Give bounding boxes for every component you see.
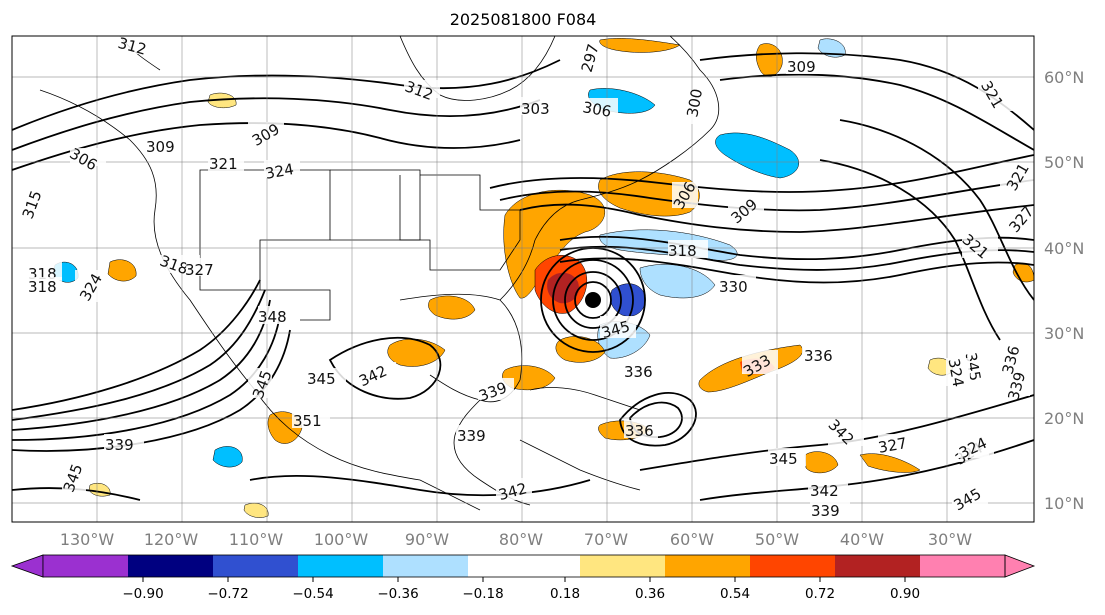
contour-label: 300	[683, 87, 706, 118]
lon-label: 120°W	[144, 530, 199, 549]
contour-label: 348	[258, 308, 287, 326]
colorbar-tick-label: 0.54	[720, 586, 750, 602]
longitude-labels: 130°W 120°W 110°W 100°W 90°W 80°W 70°W 6…	[60, 530, 972, 549]
colorbar-swatch	[128, 555, 213, 577]
contour-label: 321	[209, 155, 238, 173]
colorbar-swatch	[383, 555, 468, 577]
colorbar-swatch	[43, 555, 128, 577]
colorbar-tick-label: 0.72	[805, 586, 835, 602]
lat-label: 60°N	[1044, 68, 1084, 87]
contour-label: 312	[116, 34, 148, 59]
contour-label: 318	[668, 242, 697, 260]
contour-label: 309	[787, 58, 816, 76]
contour-label: 336	[624, 363, 653, 381]
contour-label: 342	[810, 482, 839, 500]
contour-label: 339	[105, 436, 134, 454]
contour-label: 324	[945, 357, 968, 388]
colorbar-swatch	[750, 555, 835, 577]
colorbar-ticks	[142, 577, 906, 582]
lat-label: 10°N	[1044, 494, 1084, 513]
colorbar-outline	[42, 554, 1006, 578]
contour-label: 330	[719, 278, 748, 296]
lat-label: 50°N	[1044, 153, 1084, 172]
colorbar-extend-low	[10, 554, 44, 578]
contour-label: 345	[769, 450, 798, 468]
contour-label: 351	[293, 412, 322, 430]
colorbar: −0.90 −0.72 −0.54 −0.36 −0.18 0.18 0.36 …	[10, 554, 1036, 602]
contour-label: 339	[811, 502, 840, 520]
colorbar-tick-label: 0.36	[635, 586, 665, 602]
contour-label: 318	[28, 278, 57, 296]
colorbar-tick-label: −0.72	[207, 586, 248, 602]
lon-label: 110°W	[229, 530, 284, 549]
colorbar-swatch	[213, 555, 298, 577]
lon-label: 50°W	[755, 530, 799, 549]
contour-label: 327	[877, 434, 908, 457]
colorbar-tick-label: 0.90	[890, 586, 920, 602]
lon-label: 130°W	[60, 530, 115, 549]
colorbar-swatch	[468, 555, 580, 577]
colorbar-swatch	[580, 555, 665, 577]
lon-label: 30°W	[928, 530, 972, 549]
contour-label: 306	[581, 98, 612, 121]
colorbar-swatch	[920, 555, 1005, 577]
colorbar-tick-label: 0.18	[550, 586, 580, 602]
contour-label: 303	[521, 100, 550, 118]
colorbar-tick-label: −0.18	[462, 586, 503, 602]
colorbar-tick-label: −0.54	[292, 586, 333, 602]
colorbar-tick-label: −0.90	[122, 586, 163, 602]
contour-label-group: 312 312 309 309 306 303 306 300 309 297	[19, 34, 1034, 520]
lon-label: 90°W	[405, 530, 449, 549]
colorbar-swatch	[835, 555, 920, 577]
map-panel: 312 312 309 309 306 303 306 300 309 297	[11, 34, 1035, 523]
latitude-labels: 60°N 50°N 40°N 30°N 20°N 10°N	[1044, 68, 1084, 513]
lat-label: 30°N	[1044, 324, 1084, 343]
lon-label: 40°W	[840, 530, 884, 549]
colorbar-extend-high	[1004, 554, 1036, 578]
colorbar-swatch	[665, 555, 750, 577]
coastlines	[39, 36, 719, 511]
contour-label: 309	[146, 138, 175, 156]
lon-label: 70°W	[584, 530, 628, 549]
colorbar-swatch	[298, 555, 383, 577]
map-title: 2025081800 F084	[450, 10, 597, 29]
contour-label: 345	[307, 370, 336, 388]
contour-label: 339	[457, 427, 486, 445]
contour-label: 327	[185, 261, 214, 279]
contour-label: 336	[804, 347, 833, 365]
lon-label: 100°W	[314, 530, 369, 549]
lat-label: 20°N	[1044, 409, 1084, 428]
colorbar-tick-label: −0.36	[377, 586, 418, 602]
map-frame	[11, 35, 1035, 523]
lat-label: 40°N	[1044, 239, 1084, 258]
lon-label: 80°W	[499, 530, 543, 549]
contour-label: 324	[264, 160, 295, 183]
lon-label: 60°W	[670, 530, 714, 549]
contour-label: 336	[625, 422, 654, 440]
